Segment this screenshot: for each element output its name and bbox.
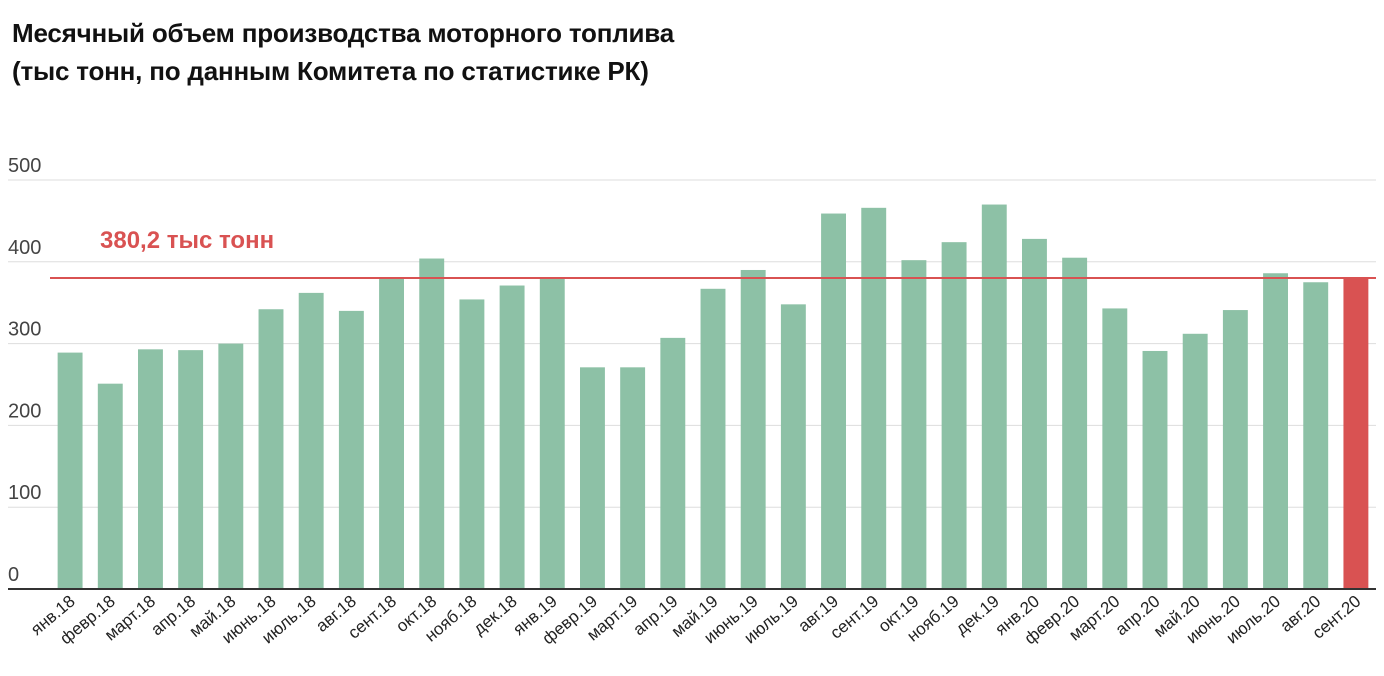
bar	[700, 288, 726, 589]
x-tick-label: дек.18	[470, 592, 521, 639]
y-tick-label: 400	[8, 237, 41, 259]
y-tick-label: 500	[8, 155, 41, 177]
bar	[258, 309, 284, 589]
bar	[178, 350, 204, 589]
y-tick-label: 0	[8, 564, 19, 586]
bar	[941, 242, 967, 589]
y-tick-label: 100	[8, 482, 41, 504]
bar	[780, 304, 806, 589]
bar	[579, 367, 605, 589]
bar	[1182, 333, 1208, 589]
x-tick-label: дек.19	[952, 592, 1003, 639]
bar	[459, 299, 485, 589]
bar	[218, 343, 244, 589]
bar	[821, 213, 847, 589]
bar	[379, 278, 405, 589]
bar	[539, 277, 565, 589]
bar	[1021, 238, 1047, 589]
bar	[1142, 350, 1168, 589]
reference-line-label: 380,2 тыс тонн	[100, 227, 274, 254]
chart-title-block: Месячный объем производства моторного то…	[12, 14, 674, 90]
bar	[1303, 282, 1329, 589]
bar	[1263, 273, 1289, 589]
bar	[1343, 277, 1369, 589]
bar	[620, 367, 646, 589]
bar	[137, 349, 163, 589]
bar	[57, 352, 83, 589]
bar	[1102, 308, 1128, 589]
bar	[660, 337, 686, 589]
bar	[1062, 257, 1088, 589]
bar	[338, 310, 364, 589]
bar	[298, 292, 324, 589]
bar	[740, 269, 766, 589]
bar	[861, 207, 887, 589]
bar	[419, 258, 445, 589]
bar	[1222, 310, 1248, 589]
bar	[97, 383, 123, 589]
y-tick-label: 200	[8, 400, 41, 422]
bar	[901, 260, 927, 589]
chart-title: Месячный объем производства моторного то…	[12, 18, 675, 48]
chart-subtitle: (тыс тонн, по данным Комитета по статист…	[12, 56, 649, 86]
y-tick-label: 300	[8, 319, 41, 341]
bar	[499, 285, 525, 589]
bar	[981, 204, 1007, 590]
